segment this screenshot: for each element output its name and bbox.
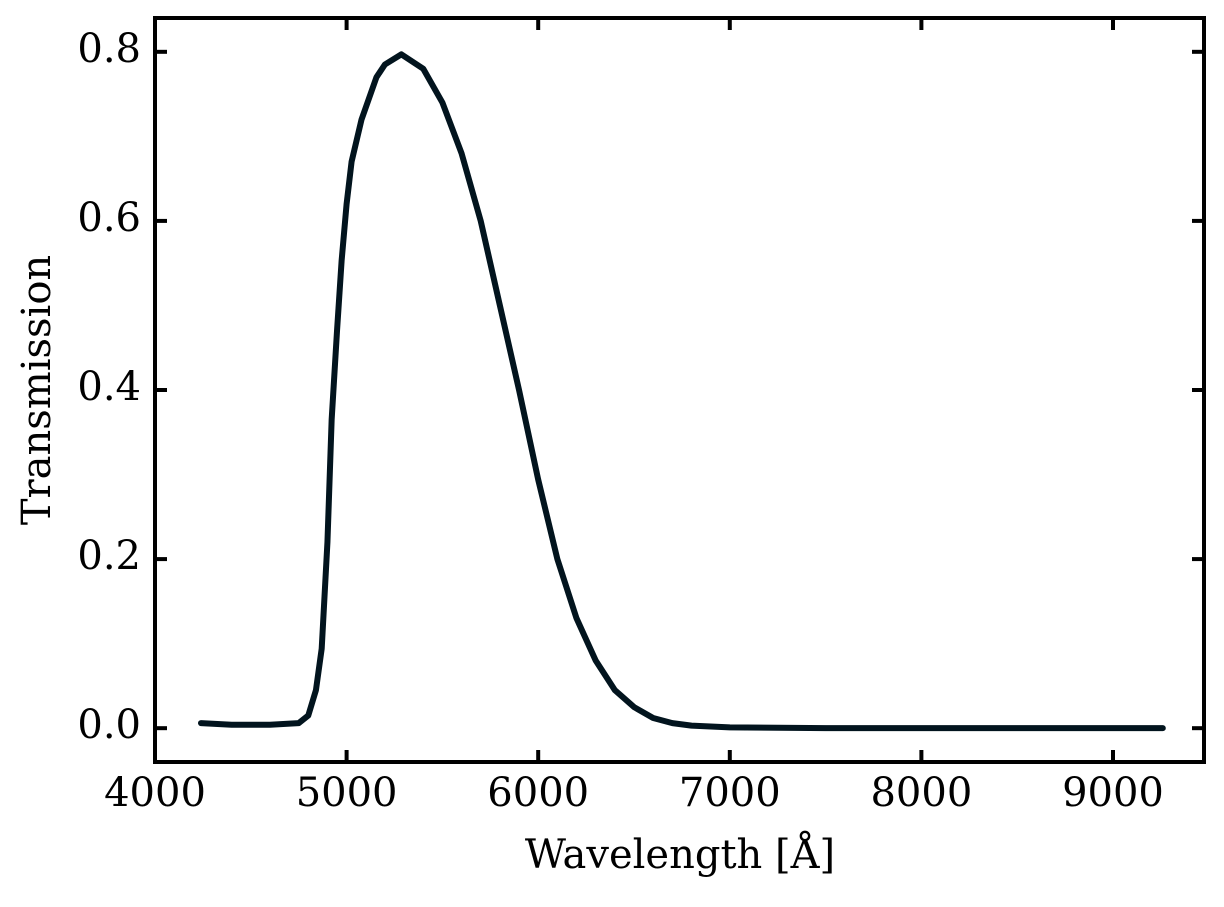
y-tick-label: 0.6 xyxy=(77,195,141,241)
x-tick-label: 9000 xyxy=(1062,770,1164,816)
y-tick-label: 0.2 xyxy=(77,533,141,579)
plot-frame xyxy=(153,16,1206,764)
x-tick-label: 8000 xyxy=(870,770,972,816)
x-tick-label: 7000 xyxy=(679,770,781,816)
y-tick-label: 0.0 xyxy=(77,702,141,748)
x-tick-label: 4000 xyxy=(104,770,206,816)
x-tick-label: 5000 xyxy=(296,770,398,816)
y-tick-label: 0.8 xyxy=(77,26,141,72)
x-axis-label: Wavelength [Å] xyxy=(525,831,835,878)
line xyxy=(197,51,1166,732)
y-tick-label: 0.4 xyxy=(77,364,141,410)
x-tick-label: 6000 xyxy=(487,770,589,816)
y-axis-label: Transmission xyxy=(14,255,60,525)
